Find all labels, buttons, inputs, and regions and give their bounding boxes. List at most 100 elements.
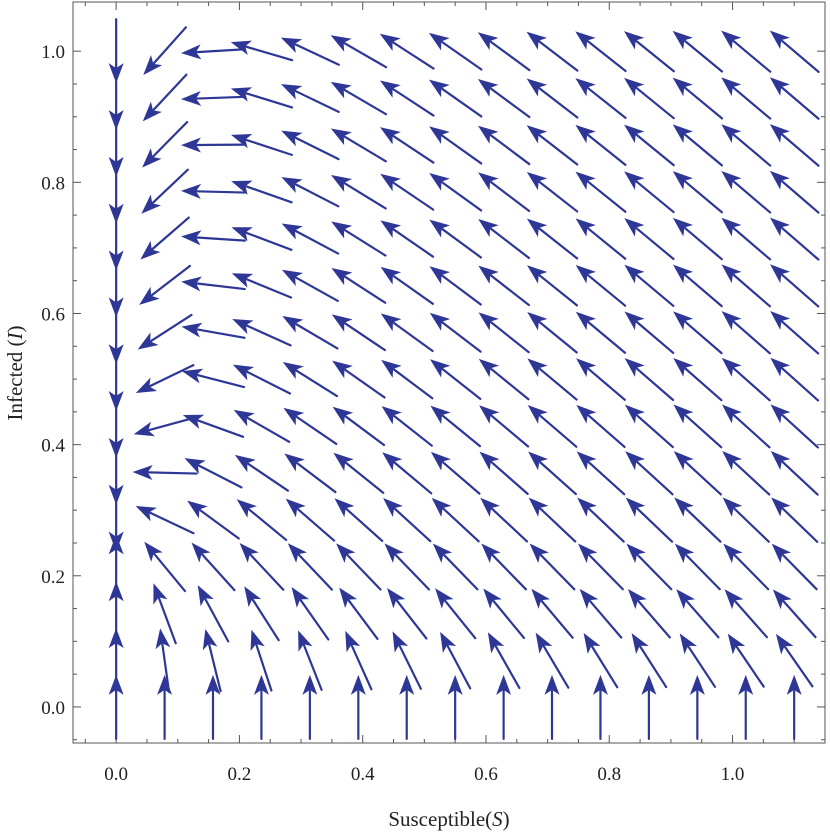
vector-arrow <box>770 450 819 496</box>
arrow-shaft <box>588 553 624 591</box>
vector-arrow <box>233 409 291 443</box>
vector-arrow <box>721 217 772 261</box>
vector-arrow <box>477 125 531 166</box>
arrow-shaft <box>780 133 820 167</box>
arrow-shaft <box>588 599 623 639</box>
vector-arrow <box>283 407 338 446</box>
y-tick-label: 0.8 <box>41 173 65 194</box>
arrow-head <box>676 589 696 610</box>
vector-arrow <box>672 77 724 120</box>
arrow-shaft <box>733 507 770 543</box>
arrow-shaft <box>683 180 723 214</box>
arrow-head <box>231 180 253 195</box>
vector-arrow <box>528 451 577 496</box>
arrow-shaft <box>780 86 820 120</box>
y-tick-label: 0.0 <box>41 698 65 719</box>
arrow-shaft <box>489 180 531 213</box>
vector-arrow <box>345 630 373 691</box>
arrow-shaft <box>247 462 290 492</box>
vector-arrow <box>230 87 294 109</box>
arrow-head <box>144 541 163 562</box>
vector-arrow <box>770 357 820 402</box>
vector-arrow <box>575 265 627 307</box>
vector-arrow <box>155 628 171 693</box>
arrow-shaft <box>635 414 674 449</box>
arrow-head <box>527 405 548 424</box>
vector-arrow <box>786 674 802 741</box>
arrow-shaft <box>683 133 724 167</box>
vector-arrow <box>627 589 671 639</box>
arrow-head <box>108 297 124 318</box>
arrow-shaft <box>343 182 387 210</box>
arrow-head <box>526 125 548 144</box>
arrow-shaft <box>587 367 626 401</box>
arrow-head <box>624 404 645 424</box>
vector-arrow <box>592 674 608 741</box>
vector-arrow <box>526 78 579 119</box>
arrow-head <box>579 588 599 609</box>
vector-arrow <box>142 73 188 122</box>
arrow-shaft <box>208 643 222 693</box>
arrow-shaft <box>732 367 771 402</box>
arrow-shaft <box>392 275 434 305</box>
arrow-head <box>142 101 162 122</box>
arrow-head <box>721 311 742 330</box>
arrow-head <box>332 360 353 379</box>
arrow-shaft <box>392 321 434 353</box>
arrow-shaft <box>350 644 373 691</box>
arrow-shaft <box>635 180 675 214</box>
arrow-head <box>232 319 254 335</box>
arrow-shaft <box>441 134 483 165</box>
arrow-head <box>429 266 451 285</box>
arrow-head <box>769 77 790 96</box>
arrow-shaft <box>783 645 814 688</box>
arrow-shaft <box>732 320 771 355</box>
vector-arrow <box>382 452 433 495</box>
arrow-shaft <box>586 133 627 166</box>
arrow-head <box>399 674 415 695</box>
arrow-shaft <box>732 133 772 167</box>
vector-arrow <box>379 33 435 70</box>
vector-arrow <box>281 130 340 161</box>
arrow-head <box>143 55 163 76</box>
vector-arrow <box>281 84 340 113</box>
vector-arrow <box>478 312 530 354</box>
arrow-shaft <box>683 86 724 120</box>
arrow-shaft <box>684 273 723 308</box>
arrow-shaft <box>635 133 675 167</box>
arrow-shaft <box>489 134 531 166</box>
y-axis-title: Infected (I) <box>3 325 27 420</box>
vector-arrow <box>721 311 771 355</box>
vector-arrow <box>231 273 293 299</box>
vector-arrow <box>526 171 579 213</box>
arrow-head <box>672 217 694 237</box>
vector-arrow <box>527 311 578 354</box>
arrow-shaft <box>782 600 817 639</box>
arrow-head <box>672 77 693 97</box>
arrow-shaft <box>343 135 387 163</box>
arrow-shaft <box>684 367 723 402</box>
vector-arrow <box>624 77 675 120</box>
vector-arrow <box>672 124 724 167</box>
arrow-head <box>624 264 645 284</box>
arrow-shaft <box>147 471 198 475</box>
arrow-head <box>674 497 694 517</box>
vector-arrow <box>429 312 482 353</box>
arrow-shaft <box>150 313 193 342</box>
arrow-shaft <box>245 278 293 299</box>
vector-arrow <box>381 359 434 400</box>
vector-arrow <box>673 404 723 449</box>
arrow-shaft <box>780 226 820 261</box>
arrow-shaft <box>685 600 720 639</box>
vector-arrow <box>430 359 482 400</box>
arrow-head <box>727 633 746 655</box>
arrow-shaft <box>586 274 627 307</box>
arrow-shaft <box>538 414 578 448</box>
arrow-shaft <box>441 181 483 212</box>
arrow-head <box>592 674 608 695</box>
vector-arrow <box>480 497 529 543</box>
vector-arrow <box>769 124 820 167</box>
arrow-head <box>478 358 500 378</box>
arrow-shaft <box>149 511 195 535</box>
